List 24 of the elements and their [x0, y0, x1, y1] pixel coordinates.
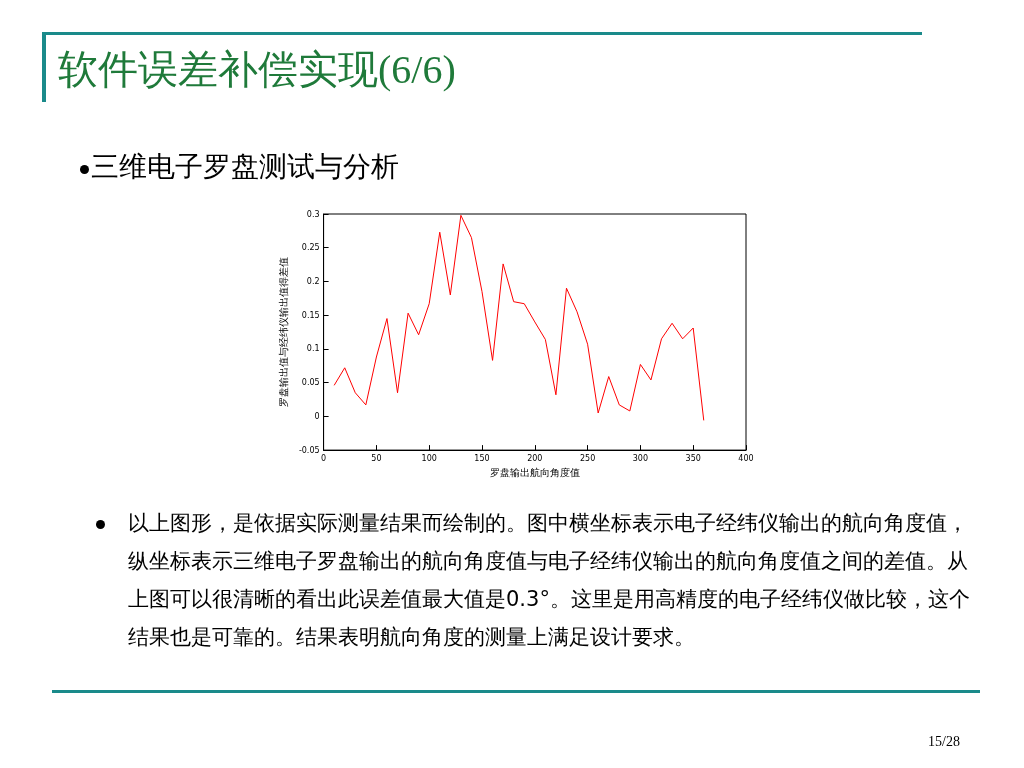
y-tick-label: 0.3: [306, 209, 320, 219]
x-axis-title: 罗盘输出航向角度值: [489, 466, 580, 478]
y-tick-label: -0.05: [298, 445, 320, 455]
y-axis-title: 罗盘输出值与经纬仪输出值得差值: [277, 257, 289, 408]
x-tick-label: 350: [685, 453, 701, 463]
x-tick-label: 400: [738, 453, 754, 463]
x-tick-label: 200: [527, 453, 543, 463]
y-tick-label: 0.2: [306, 276, 320, 286]
text: 以上图形，是依据实际测量结果而绘制的。图中横坐标表示电子经纬仪输出的航向角度值，纵坐标表示三维电子罗盘输出的航向角度值与电子经纬仪输出的航向角度值之间的差值。从上图可以很清晰的看出此误差值最大值是0.3°。这里是用高精度的电子经纬仪做比较，这个结果也是可靠的。结果表明航向角度的测量上满足设计要求。: [128, 510, 971, 651]
y-tick-label: 0.15: [301, 310, 320, 320]
chart-title: 软件误差补偿实现(6/6): [58, 46, 456, 94]
chart-subtitle: 三维电子罗盘测试与分析: [90, 150, 399, 184]
text: 15/28: [928, 734, 960, 750]
x-tick-label: 150: [474, 453, 490, 463]
x-tick-label: 50: [371, 453, 382, 463]
x-tick-label: 0: [321, 453, 327, 463]
x-tick-label: 250: [579, 453, 596, 463]
line-series: [333, 214, 705, 421]
x-tick-label: 300: [632, 453, 649, 463]
y-tick-label: 0.1: [306, 344, 320, 354]
y-tick-label: 0.25: [301, 243, 320, 253]
y-tick-label: 0.05: [301, 378, 320, 388]
y-tick-label: 0: [314, 411, 320, 421]
x-tick-label: 100: [421, 453, 437, 463]
